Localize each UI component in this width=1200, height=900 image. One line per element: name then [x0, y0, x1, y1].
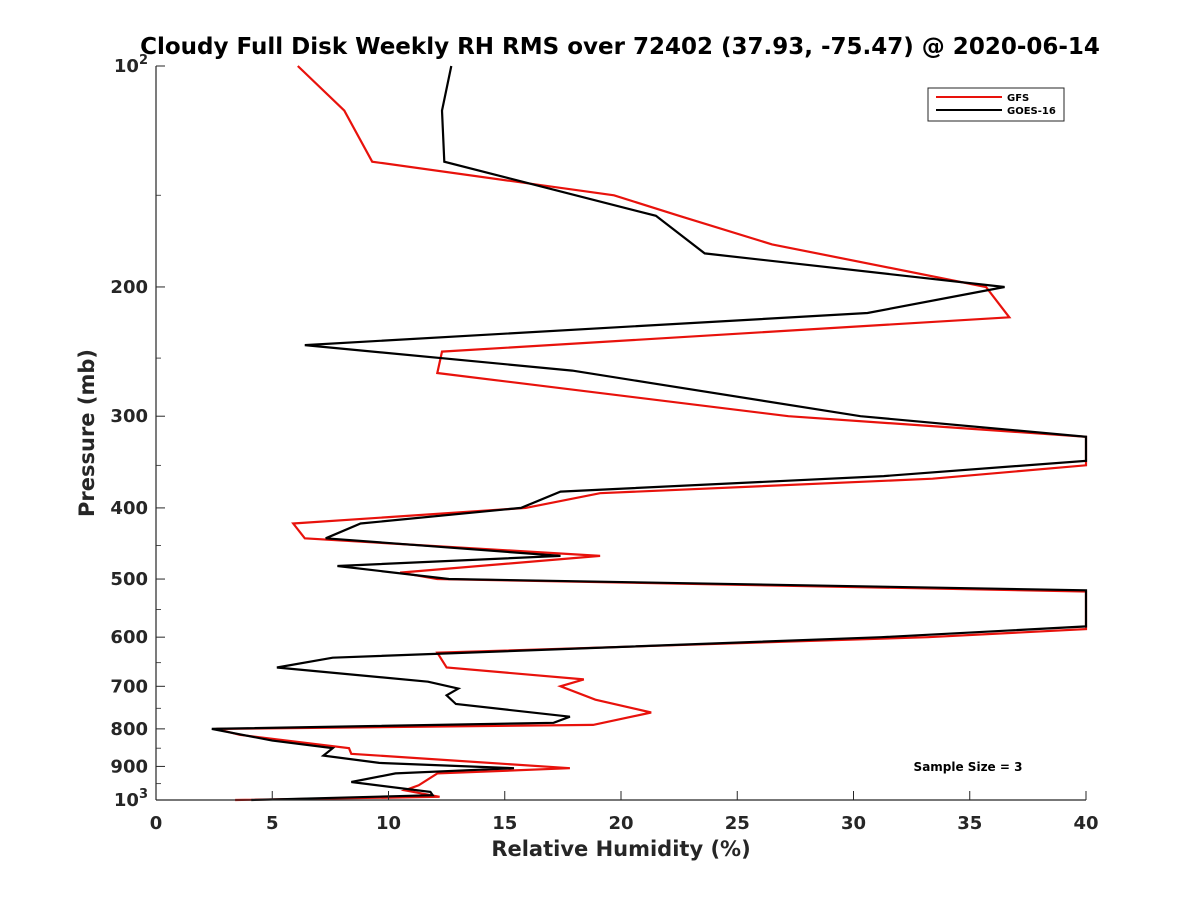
x-axis-label: Relative Humidity (%) — [491, 837, 750, 861]
x-tick-label: 10 — [376, 813, 401, 834]
x-tick-label: 0 — [150, 813, 163, 834]
y-ticks: 102 200 300 400 500 600 700 800 900 103 — [110, 53, 165, 811]
legend-label-goes16: GOES-16 — [1007, 106, 1056, 117]
y-tick-label: 600 — [110, 627, 148, 648]
chart-title: Cloudy Full Disk Weekly RH RMS over 7240… — [140, 34, 1100, 60]
y-tick-label: 900 — [110, 756, 148, 777]
x-tick-label: 40 — [1073, 813, 1098, 834]
y-tick-label: 800 — [110, 719, 148, 740]
y-tick-label: 500 — [110, 569, 148, 590]
y-axis-label: Pressure (mb) — [75, 349, 99, 517]
series-layer — [211, 65, 1088, 802]
x-tick-label: 25 — [725, 813, 750, 834]
x-tick-label: 35 — [957, 813, 982, 834]
y-tick-label: 102 — [114, 53, 148, 77]
legend: GFS GOES-16 — [927, 87, 1065, 122]
x-ticks: 0 5 10 15 20 25 30 35 40 — [150, 791, 1099, 834]
legend-label-gfs: GFS — [1007, 93, 1029, 104]
x-tick-label: 30 — [841, 813, 866, 834]
x-tick-label: 5 — [266, 813, 279, 834]
y-tick-label: 700 — [110, 676, 148, 697]
series-line-1 — [211, 65, 1088, 802]
y-tick-label: 400 — [110, 498, 148, 519]
x-tick-label: 20 — [608, 813, 633, 834]
series-line-0 — [216, 65, 1088, 802]
y-tick-label: 103 — [114, 787, 148, 811]
y-tick-label: 200 — [110, 277, 148, 298]
sample-size-annotation: Sample Size = 3 — [914, 760, 1023, 774]
legend-box — [927, 87, 1065, 122]
y-tick-label: 300 — [110, 406, 148, 427]
plot-area — [156, 66, 1086, 800]
x-tick-label: 15 — [492, 813, 517, 834]
